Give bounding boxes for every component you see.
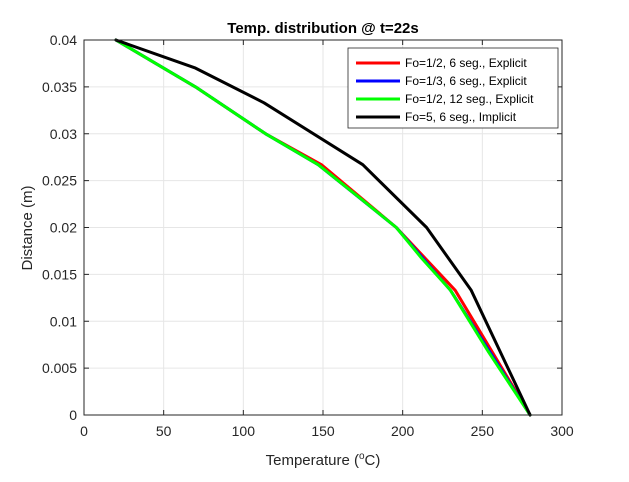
y-tick-label: 0.015 bbox=[42, 266, 77, 282]
legend-label-1: Fo=1/3, 6 seg., Explicit bbox=[405, 74, 527, 88]
y-tick-label: 0.005 bbox=[42, 360, 77, 376]
y-tick-label: 0.03 bbox=[50, 126, 77, 142]
x-tick-label: 200 bbox=[391, 423, 415, 439]
x-tick-label: 100 bbox=[232, 423, 256, 439]
chart-title: Temp. distribution @ t=22s bbox=[227, 20, 418, 37]
series-group bbox=[114, 38, 532, 417]
legend-label-3: Fo=5, 6 seg., Implicit bbox=[405, 110, 517, 124]
y-tick-label: 0.035 bbox=[42, 79, 77, 95]
y-tick-label: 0.025 bbox=[42, 173, 77, 189]
y-tick-label: 0.02 bbox=[50, 220, 77, 236]
x-tick-labels: 0 50 100 150 200 250 300 bbox=[80, 423, 574, 439]
legend-label-2: Fo=1/2, 12 seg., Explicit bbox=[405, 92, 534, 106]
y-tick-labels: 0 0.005 0.01 0.015 0.02 0.025 0.03 0.035 0.04 bbox=[42, 32, 77, 423]
legend-label-0: Fo=1/2, 6 seg., Explicit bbox=[405, 56, 527, 70]
legend-box bbox=[347, 47, 559, 129]
y-tick-label: 0.04 bbox=[50, 32, 77, 48]
ticks bbox=[83, 39, 563, 416]
legend: Fo=1/2, 6 seg., Explicit Fo=1/3, 6 seg.,… bbox=[347, 47, 559, 129]
x-axis-label-superscript: o bbox=[359, 451, 365, 462]
x-axis-label-unit: C) bbox=[365, 452, 381, 469]
series-line-2 bbox=[114, 38, 532, 417]
x-tick-label: 50 bbox=[156, 423, 172, 439]
x-axis-label: Temperature (oC) bbox=[266, 451, 381, 469]
x-tick-label: 300 bbox=[550, 423, 574, 439]
x-tick-label: 250 bbox=[471, 423, 495, 439]
y-tick-label: 0 bbox=[69, 407, 77, 423]
y-axis-label: Distance (m) bbox=[19, 185, 36, 270]
y-tick-label: 0.01 bbox=[50, 313, 77, 329]
x-tick-label: 0 bbox=[80, 423, 88, 439]
series-line-3 bbox=[114, 38, 532, 417]
x-axis-label-main: Temperature ( bbox=[266, 452, 359, 469]
x-tick-label: 150 bbox=[311, 423, 335, 439]
